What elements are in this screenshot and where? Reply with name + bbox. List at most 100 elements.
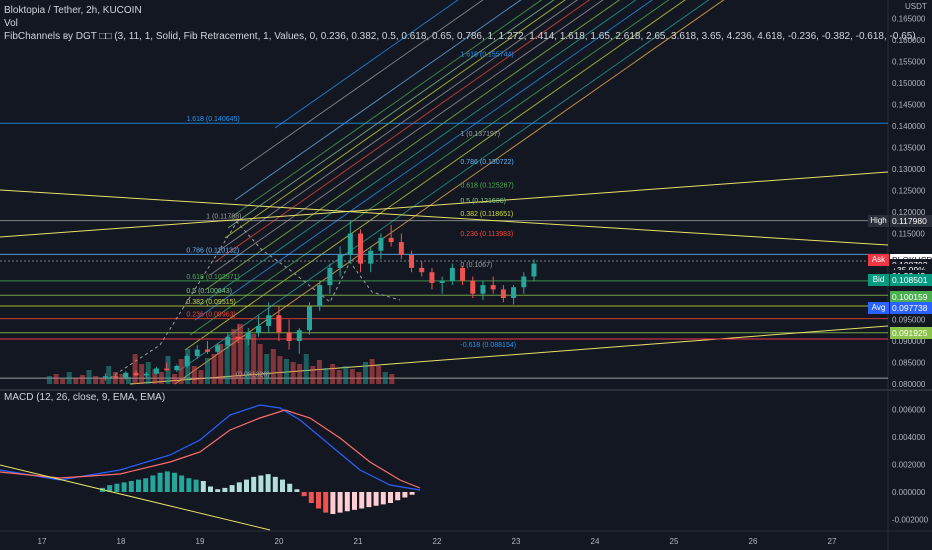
volume-bar [60,379,66,384]
fib-level-label: 1.618 (0.155744) [460,51,513,58]
volume-bar [191,366,197,384]
indicator-label[interactable]: FibChannels ву DGT □□ (3, 11, 1, Solid, … [4,31,916,42]
volume-bar [185,349,191,384]
candle-body [449,267,455,281]
signal-line [0,409,421,489]
volume-bar [264,354,270,384]
trend-line [0,189,889,246]
volume-bar [99,378,105,384]
volume-bar [224,339,230,384]
price-tick-label: 0.150000 [892,79,926,88]
price-axis-badge: 0.097738 [890,301,932,314]
macd-histogram-bar [186,478,192,492]
volume-bar [231,329,237,384]
candle-body [347,233,353,255]
volume-bar [336,370,342,384]
price-tick-label: 0.115000 [892,230,925,239]
macd-histogram-bar [128,481,134,492]
candle-body [113,376,119,378]
volume-bar [349,369,355,384]
macd-histogram-bar [121,482,127,492]
fib-channel-line [224,0,566,239]
fib-level-label: 1 (0.137197) [460,131,500,138]
fib-channel-line [184,0,686,351]
price-axis-badge: 0.091925 [890,326,932,339]
fib-channel-line [274,0,459,129]
macd-histogram-bar [409,492,415,495]
trend-line [0,171,889,238]
macd-line [0,404,421,491]
fib-level-label: 0.382 (0.09515) [186,299,235,306]
symbol-title[interactable]: Bloktopia / Tether, 2h, KUCOIN [4,5,142,16]
volume-bar [369,359,375,384]
fib-channel-line [227,0,555,229]
time-tick-label: 17 [38,537,47,546]
fib-level-label: 0.382 (0.118651) [460,211,513,218]
price-tick-label: 0.120000 [892,208,926,217]
volume-bar [270,349,276,384]
volume-bar [79,375,85,384]
candle-body [327,267,333,286]
volume-bar [172,374,178,384]
macd-histogram-bar [280,479,285,492]
macd-histogram-bar [294,489,300,492]
fib-level-label: -0.618 (0.088154) [460,342,516,349]
fib-channel-line [189,0,670,336]
macd-histogram-bar [402,492,408,498]
time-tick-label: 23 [512,537,521,546]
macd-histogram-bar [150,475,156,492]
volume-bar [218,344,224,384]
fib-level-label: 0.618 (0.125267) [460,182,513,189]
macd-histogram-bar [107,485,113,492]
volume-bar [145,362,151,384]
macd-histogram-bar [287,483,293,492]
volume-bar [93,376,99,384]
volume-bar [126,377,131,384]
macd-histogram-bar [229,485,235,492]
macd-histogram-bar [380,492,386,505]
candle-body [286,332,292,341]
macd-label[interactable]: MACD (12, 26, close, 9, EMA, EMA) [4,392,166,403]
price-tick-label: 0.090000 [892,337,926,346]
trend-line [129,325,889,385]
candle-body [153,368,159,374]
zigzag-line [109,221,401,379]
volume-bar [297,364,303,384]
fib-channel-line [219,0,579,251]
candle-body [470,280,476,294]
fib-level-label: 0.5 (0.100643) [186,288,232,295]
candle-body [419,267,425,273]
time-tick-label: 24 [591,537,600,546]
candle-body [378,237,384,251]
time-tick-label: 25 [670,537,679,546]
candle-body [255,325,261,333]
macd-tick-label: -0.002000 [892,516,929,525]
candle-body [184,356,190,366]
macd-histogram-bar [366,492,372,508]
volume-bar [139,364,145,384]
volume-label[interactable]: Vol [4,18,18,29]
price-badge-tag: Bid [868,274,889,287]
fib-channel-line [194,0,654,321]
candle-body [398,242,404,255]
volume-bar [106,366,112,384]
macd-tick-label: 0.004000 [892,433,926,442]
price-badge-tag: High [868,214,889,227]
volume-bar [303,354,309,384]
volume-bar [356,372,362,384]
macd-histogram-bar [114,483,120,492]
macd-trend-line [0,464,271,531]
macd-histogram-bar [330,492,336,514]
volume-bar [323,368,329,384]
volume-bar [132,354,138,384]
macd-histogram-bar [172,472,177,492]
volume-bar [277,356,283,384]
macd-histogram-bar [251,476,257,492]
candle-body [490,285,496,290]
volume-bar [316,360,322,384]
volume-bar [330,364,336,384]
candle-body [307,306,312,331]
volume-bar [47,376,52,384]
volume-bar [205,358,210,384]
